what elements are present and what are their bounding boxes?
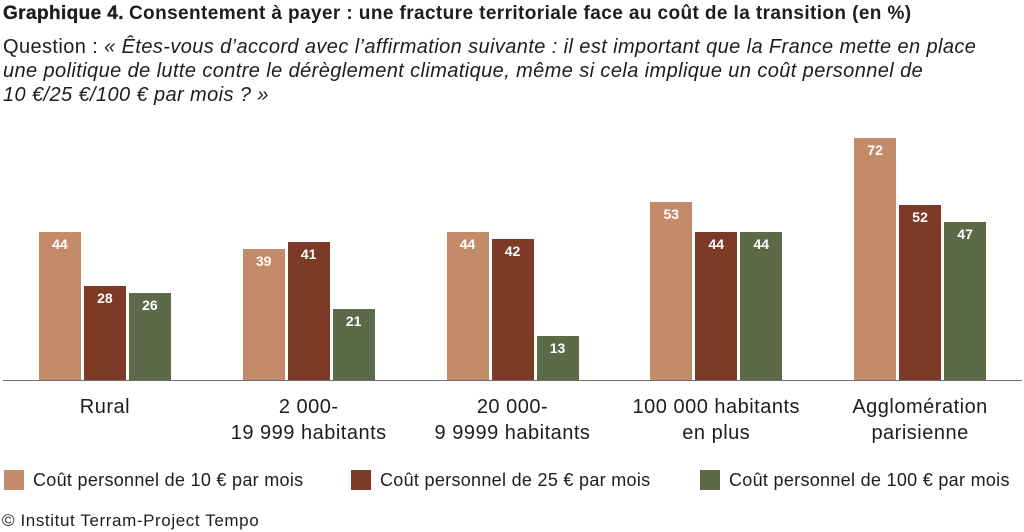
bar-series-1-category-4: 53 <box>650 201 693 380</box>
legend-item-3: Coût personnel de 100 € par mois <box>700 469 1020 491</box>
value-label-series-3-category-3: 13 <box>549 340 566 357</box>
bar-series-2-category-1: 28 <box>83 285 126 380</box>
x-tick-label-5: Agglomération parisienne <box>852 396 988 444</box>
bar-series-3-category-2: 21 <box>332 309 375 380</box>
question-line-3: 10 €/25 €/100 € par mois ? » <box>3 83 976 107</box>
bar-series-2-category-5: 52 <box>899 205 942 380</box>
legend-swatch-1 <box>4 470 24 490</box>
value-label-series-2-category-5: 52 <box>912 209 928 226</box>
legend-item-2: Coût personnel de 25 € par mois <box>351 469 700 491</box>
x-tick-label-1: Rural <box>79 396 131 418</box>
bar-series-1-category-3: 44 <box>446 232 489 380</box>
question-line-2-text: une politique de lutte contre le dérègle… <box>3 60 924 82</box>
bar-series-1-category-2: 39 <box>242 248 285 380</box>
value-label-series-3-category-4: 44 <box>753 236 770 253</box>
legend-swatch-2 <box>351 470 371 490</box>
bar-series-1-category-1: 44 <box>38 232 81 380</box>
chart-title-label: Graphique 4. <box>3 3 124 24</box>
legend-swatch-3 <box>700 470 720 490</box>
bar-series-3-category-4: 44 <box>740 232 783 380</box>
chart-title-text: Consentement à payer : une fracture terr… <box>128 3 912 24</box>
question-text: Question : « Êtes-vous d’accord avec l’af… <box>3 35 976 107</box>
bar-series-2-category-4: 44 <box>695 232 738 380</box>
question-line-1-text: « Êtes-vous d’accord avec l’affirmation … <box>104 36 977 58</box>
plot-area: 44 28 26 39 41 21 44 42 13 53 44 44 72 52 47 <box>3 110 1022 380</box>
bar-series-2-category-3: 42 <box>491 238 534 380</box>
question-label: Question : <box>3 36 99 58</box>
question-line-1: Question : « Êtes-vous d’accord avec l’af… <box>3 35 976 59</box>
value-label-series-2-category-2: 41 <box>300 246 317 263</box>
value-label-series-1-category-5: 72 <box>867 142 883 159</box>
value-label-series-1-category-4: 53 <box>663 205 680 222</box>
legend: Coût personnel de 10 € par mois Coût pers… <box>4 469 1020 491</box>
value-label-series-1-category-3: 44 <box>459 236 476 253</box>
question-line-2: une politique de lutte contre le dérègle… <box>3 59 976 83</box>
value-label-series-3-category-5: 47 <box>957 226 973 243</box>
bar-series-1-category-5: 72 <box>854 138 897 380</box>
legend-label-2: Coût personnel de 25 € par mois <box>380 470 651 490</box>
value-label-series-1-category-2: 39 <box>255 252 272 269</box>
bar-series-3-category-1: 26 <box>128 292 171 380</box>
x-tick-label-2: 2 000- 19 999 habitants <box>230 396 387 444</box>
value-label-series-2-category-4: 44 <box>708 236 725 253</box>
value-label-series-2-category-3: 42 <box>504 242 521 259</box>
legend-item-1: Coût personnel de 10 € par mois <box>4 469 351 491</box>
value-label-series-3-category-2: 21 <box>345 313 362 330</box>
x-tick-label-4: 100 000 habitants en plus <box>632 396 801 444</box>
bar-series-3-category-5: 47 <box>944 222 987 380</box>
question-line-3-text: 10 €/25 €/100 € par mois ? » <box>3 84 269 106</box>
legend-label-1: Coût personnel de 10 € par mois <box>33 470 304 490</box>
source-credit: © Institut Terram-Project Tempo <box>2 511 260 530</box>
x-tick-label-3: 20 000- 9 9999 habitants <box>434 396 591 444</box>
x-axis-line <box>3 380 1022 381</box>
bar-series-3-category-3: 13 <box>536 336 579 380</box>
chart-title: Graphique 4. Consentement à payer : une f… <box>3 2 912 26</box>
value-label-series-1-category-1: 44 <box>52 236 68 253</box>
x-axis-labels: Rural 2 000- 19 999 habitants 20 000- 9 99… <box>3 394 1022 446</box>
value-label-series-3-category-1: 26 <box>142 296 158 313</box>
legend-label-3: Coût personnel de 100 € par mois <box>729 470 1010 490</box>
value-label-series-2-category-1: 28 <box>97 289 113 306</box>
bar-series-2-category-2: 41 <box>287 242 330 380</box>
